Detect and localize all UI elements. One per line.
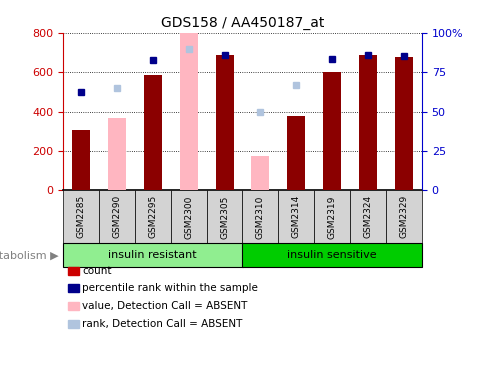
Text: rank, Detection Call = ABSENT: rank, Detection Call = ABSENT <box>82 318 242 329</box>
Text: GSM2310: GSM2310 <box>256 195 264 239</box>
Text: value, Detection Call = ABSENT: value, Detection Call = ABSENT <box>82 301 247 311</box>
Bar <box>143 75 161 190</box>
Text: insulin resistant: insulin resistant <box>108 250 197 260</box>
Bar <box>251 156 269 190</box>
Text: GSM2300: GSM2300 <box>184 195 193 239</box>
Text: GSM2285: GSM2285 <box>76 195 85 239</box>
Text: GSM2314: GSM2314 <box>291 195 300 239</box>
Bar <box>322 72 340 190</box>
Text: insulin sensitive: insulin sensitive <box>287 250 376 260</box>
Text: GSM2295: GSM2295 <box>148 195 157 239</box>
Text: count: count <box>82 266 112 276</box>
Bar <box>72 130 90 190</box>
Bar <box>215 55 233 190</box>
Text: GDS158 / AA450187_at: GDS158 / AA450187_at <box>161 16 323 30</box>
Bar <box>358 55 376 190</box>
Text: GSM2329: GSM2329 <box>399 195 408 239</box>
Bar <box>287 116 304 190</box>
Text: metabolism ▶: metabolism ▶ <box>0 250 58 260</box>
Bar <box>394 57 412 190</box>
Text: GSM2324: GSM2324 <box>363 195 372 238</box>
Bar <box>179 33 197 190</box>
Text: GSM2305: GSM2305 <box>220 195 228 239</box>
Text: percentile rank within the sample: percentile rank within the sample <box>82 283 258 294</box>
Text: GSM2290: GSM2290 <box>112 195 121 239</box>
Bar <box>107 117 125 190</box>
Text: GSM2319: GSM2319 <box>327 195 336 239</box>
